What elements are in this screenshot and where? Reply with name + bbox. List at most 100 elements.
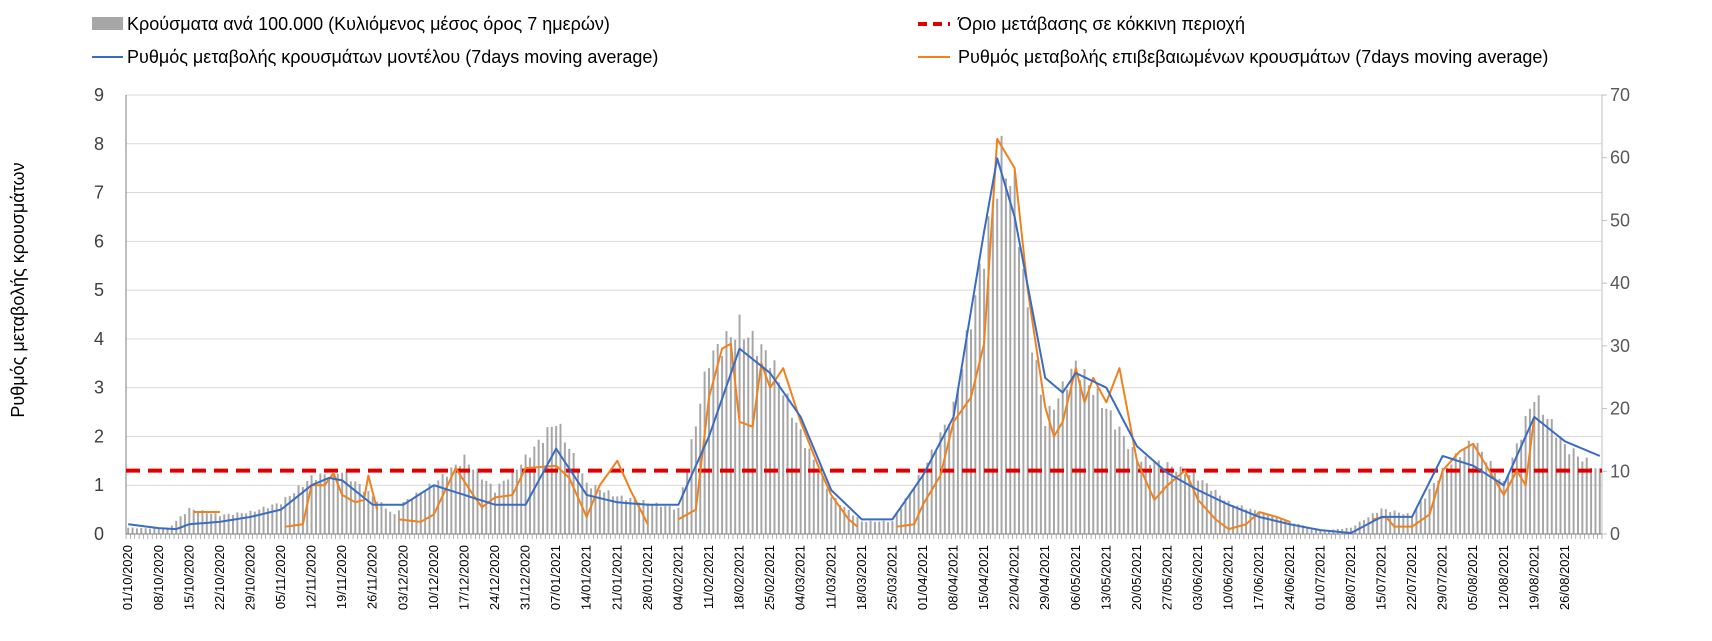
bar: [638, 502, 641, 534]
bar: [149, 528, 152, 534]
bar: [891, 521, 894, 534]
bar: [839, 505, 841, 534]
x-tick-label: 08/04/2021: [946, 545, 961, 610]
bar: [288, 496, 291, 534]
bar: [319, 473, 322, 534]
x-tick-label: 07/01/2021: [548, 545, 563, 610]
bar: [284, 497, 287, 534]
bar: [830, 497, 833, 534]
bar: [1144, 456, 1147, 534]
bar: [983, 268, 986, 534]
bar: [882, 520, 885, 534]
bar: [354, 481, 357, 534]
bar: [646, 503, 649, 534]
bar: [1131, 446, 1134, 534]
bar: [157, 528, 160, 534]
bar: [1083, 369, 1086, 534]
x-tick-label: 29/04/2021: [1037, 545, 1052, 610]
bar: [1253, 510, 1256, 534]
bar: [1048, 405, 1051, 534]
bar: [895, 513, 898, 534]
bar: [677, 507, 680, 534]
bar: [1581, 461, 1584, 534]
bar: [616, 496, 619, 534]
bar: [935, 449, 938, 534]
x-tick-label: 10/06/2021: [1221, 545, 1236, 610]
x-tick-label: 15/10/2020: [181, 545, 196, 610]
bar: [1454, 453, 1457, 534]
x-tick-label: 27/05/2021: [1160, 545, 1175, 610]
bar: [1192, 472, 1195, 534]
bar: [1437, 480, 1440, 534]
x-axis-ticks: 01/10/2020 08/10/2020 15/10/2020 22/10/2020…: [120, 545, 1572, 610]
legend-label-confirmed: Ρυθμός μεταβολής επιβεβαιωμένων κρουσμάτ…: [958, 47, 1548, 67]
bar: [1319, 530, 1322, 534]
bar: [668, 506, 671, 534]
bar: [620, 495, 623, 534]
bar: [799, 429, 802, 534]
bar: [1175, 471, 1178, 534]
bar: [411, 499, 414, 534]
x-tick-label: 19/11/2020: [334, 545, 349, 609]
bar: [904, 498, 907, 534]
bar: [585, 482, 588, 534]
bar: [1598, 468, 1601, 534]
bar: [1349, 527, 1352, 534]
bar: [1494, 473, 1496, 534]
bar: [183, 514, 186, 534]
x-tick-label: 26/08/2021: [1557, 545, 1572, 610]
bar: [271, 504, 274, 534]
bar: [498, 483, 501, 534]
bar: [1240, 505, 1243, 534]
x-tick-label: 17/12/2020: [456, 545, 471, 610]
bar: [450, 467, 453, 534]
bar: [786, 393, 789, 534]
x-tick-label: 18/03/2021: [854, 545, 869, 610]
y-tick-label-left: 4: [94, 329, 104, 349]
bar: [1057, 398, 1060, 534]
bar: [1087, 385, 1090, 534]
bar: [948, 423, 951, 534]
bar: [1467, 440, 1470, 534]
bar: [1170, 466, 1173, 534]
bar: [266, 508, 269, 534]
bar: [275, 503, 278, 534]
bar: [507, 479, 510, 534]
bar: [397, 510, 400, 534]
bar: [878, 521, 881, 534]
bar: [494, 492, 496, 534]
bar: [210, 513, 213, 534]
bar: [651, 504, 654, 534]
bar: [515, 469, 518, 534]
y-tick-label-left: 9: [94, 85, 104, 105]
bar: [751, 330, 754, 534]
bar: [1445, 468, 1448, 534]
bar: [1472, 445, 1475, 534]
x-tick-label: 11/02/2021: [701, 545, 716, 609]
bar: [725, 331, 728, 534]
bar: [1306, 527, 1309, 534]
bar: [310, 475, 313, 534]
legend-label-threshold: Όριο μετάβασης σε κόκκινη περιοχή: [957, 14, 1245, 34]
bar: [611, 496, 614, 534]
bar: [1498, 478, 1501, 534]
x-tick-label: 21/01/2021: [609, 545, 624, 610]
bar: [812, 459, 815, 534]
x-tick-label: 08/10/2020: [151, 545, 166, 610]
x-tick-label: 15/07/2021: [1373, 545, 1388, 610]
bar: [913, 487, 916, 534]
bar: [633, 499, 636, 534]
y-tick-label-right: 30: [1610, 336, 1630, 356]
bar: [1149, 465, 1152, 534]
bar: [380, 502, 383, 534]
line-series: [126, 137, 1602, 535]
bar: [1293, 523, 1296, 534]
bar: [1026, 307, 1029, 534]
y-tick-label-right: 70: [1610, 85, 1630, 105]
bar: [1585, 457, 1588, 534]
bar: [524, 454, 527, 534]
bar: [1197, 480, 1200, 534]
bar: [1533, 402, 1536, 534]
x-tick-label: 29/07/2021: [1435, 545, 1450, 610]
bar: [790, 417, 793, 534]
